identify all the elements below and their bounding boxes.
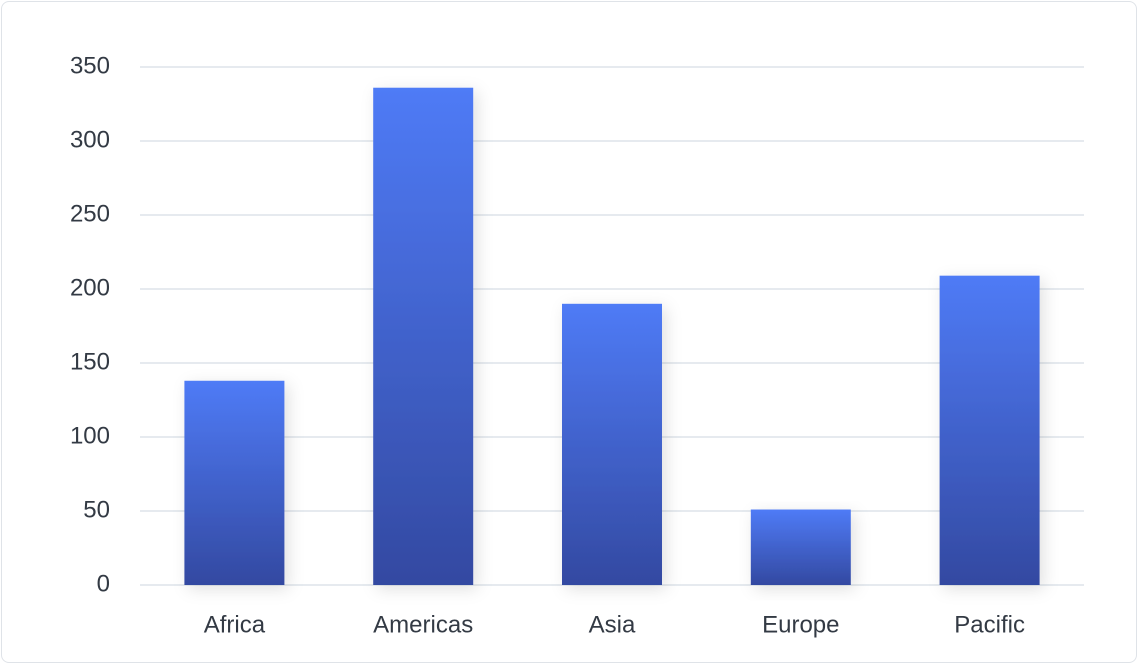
- y-tick-label: 100: [70, 422, 110, 449]
- bar: [939, 275, 1040, 585]
- bar: [184, 380, 285, 585]
- y-tick-label: 200: [70, 274, 110, 301]
- y-tick-label: 350: [70, 52, 110, 79]
- x-tick-label: Asia: [589, 611, 636, 638]
- y-tick-label: 50: [83, 496, 110, 523]
- bar: [373, 87, 474, 585]
- y-tick-label: 150: [70, 348, 110, 375]
- bar: [562, 303, 662, 585]
- bar: [750, 509, 851, 585]
- x-tick-label: Pacific: [954, 611, 1025, 638]
- y-tick-label: 250: [70, 200, 110, 227]
- y-tick-label: 300: [70, 126, 110, 153]
- x-tick-label: Africa: [204, 611, 266, 638]
- x-tick-label: Europe: [762, 611, 839, 638]
- y-tick-label: 0: [97, 570, 110, 597]
- x-tick-label: Americas: [373, 611, 473, 638]
